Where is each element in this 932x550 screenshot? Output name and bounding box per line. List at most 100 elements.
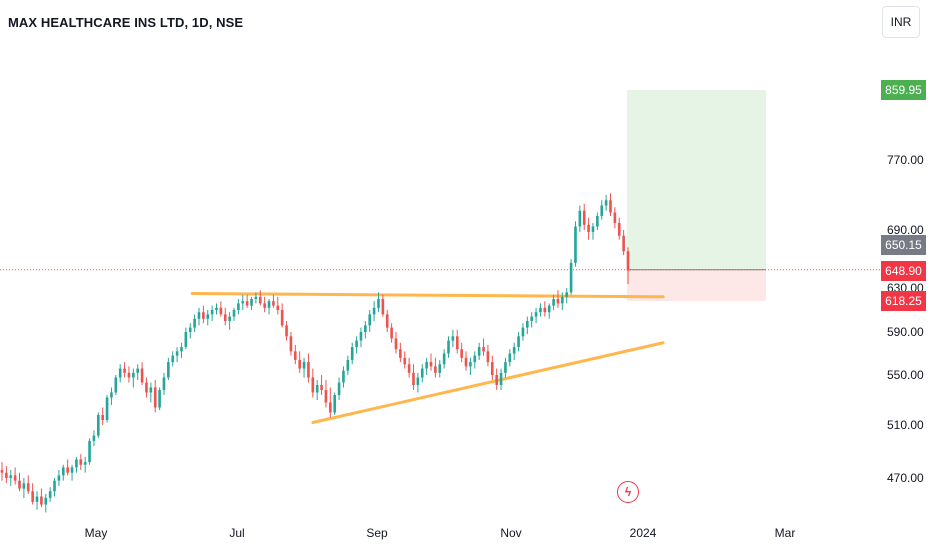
candle xyxy=(359,327,363,348)
candle xyxy=(9,470,13,486)
candle xyxy=(219,301,223,317)
candle xyxy=(132,368,135,388)
candle xyxy=(442,349,446,369)
candle xyxy=(315,380,319,400)
candle xyxy=(149,382,153,403)
candle xyxy=(289,332,293,356)
candle xyxy=(83,456,87,473)
candle xyxy=(490,355,494,380)
candle xyxy=(552,294,555,310)
candle xyxy=(79,454,83,471)
candle xyxy=(372,301,376,321)
candle xyxy=(75,456,78,473)
candle xyxy=(381,294,385,317)
candle xyxy=(175,347,179,363)
candle xyxy=(578,205,582,232)
candle xyxy=(92,430,96,447)
candle xyxy=(390,323,393,343)
candle xyxy=(569,259,573,295)
candle xyxy=(140,362,144,385)
candle xyxy=(193,314,196,332)
candle xyxy=(105,395,109,423)
candle xyxy=(512,342,516,360)
candle xyxy=(96,412,100,439)
candle xyxy=(574,221,577,267)
candle xyxy=(596,212,599,230)
candle xyxy=(464,351,468,371)
candle xyxy=(626,247,630,285)
candle xyxy=(5,466,8,484)
candle xyxy=(250,296,253,310)
candle xyxy=(88,438,91,465)
candle xyxy=(539,303,542,317)
x-tick-label: May xyxy=(85,526,108,540)
candle xyxy=(0,462,4,481)
candle xyxy=(477,342,481,360)
x-tick-label: 2024 xyxy=(630,526,657,540)
candle xyxy=(346,355,350,375)
candle xyxy=(202,305,205,324)
candle xyxy=(206,310,210,326)
candle xyxy=(420,364,424,383)
candle xyxy=(604,195,608,211)
candle xyxy=(267,299,271,315)
candle xyxy=(180,342,183,358)
candle xyxy=(495,368,498,390)
candle xyxy=(110,387,113,405)
candle xyxy=(232,307,236,321)
candle xyxy=(44,493,48,513)
candle xyxy=(162,372,166,395)
last-price-tag: 650.15 xyxy=(881,235,926,255)
candle xyxy=(582,203,586,230)
candle xyxy=(293,344,297,365)
candle xyxy=(447,336,450,358)
candle xyxy=(280,303,284,328)
candle xyxy=(368,310,372,332)
candle xyxy=(329,387,332,418)
candle xyxy=(61,464,65,481)
candle xyxy=(241,294,245,310)
candle xyxy=(526,316,529,335)
current-price-tag: 648.90 xyxy=(881,261,926,281)
candle xyxy=(600,200,604,220)
candle xyxy=(18,472,21,492)
chart-title: MAX HEALTHCARE INS LTD, 1D, NSE xyxy=(8,15,244,30)
candle xyxy=(613,207,617,229)
candle xyxy=(40,488,43,508)
candle xyxy=(591,223,595,240)
candle xyxy=(272,294,275,308)
y-tick-label: 470.00 xyxy=(887,471,924,485)
candle xyxy=(364,321,367,339)
candle xyxy=(263,296,266,313)
candle xyxy=(101,407,104,425)
candle xyxy=(460,342,463,363)
candle xyxy=(556,290,560,308)
trendline-1[interactable] xyxy=(190,292,665,299)
currency-button[interactable]: INR xyxy=(882,6,920,38)
candle xyxy=(145,377,148,398)
candle xyxy=(215,303,218,315)
candle xyxy=(136,364,140,380)
candle xyxy=(429,353,433,371)
candle xyxy=(547,303,551,319)
x-tick-label: Jul xyxy=(229,526,244,540)
candle xyxy=(153,380,157,413)
candle xyxy=(407,357,411,378)
candle xyxy=(167,357,170,380)
candle xyxy=(26,475,30,494)
candle xyxy=(416,372,420,393)
candle xyxy=(425,357,428,375)
candle xyxy=(31,483,34,505)
candle xyxy=(355,336,358,354)
candle xyxy=(617,217,621,240)
flash-icon[interactable]: ϟ xyxy=(617,481,639,503)
candle xyxy=(123,362,126,378)
candle xyxy=(298,351,301,373)
candle xyxy=(66,459,69,476)
trendline-2[interactable] xyxy=(311,341,665,424)
x-tick-label: Mar xyxy=(775,526,796,540)
target-zone[interactable] xyxy=(627,90,766,270)
candle xyxy=(114,375,118,395)
candle xyxy=(245,294,249,308)
